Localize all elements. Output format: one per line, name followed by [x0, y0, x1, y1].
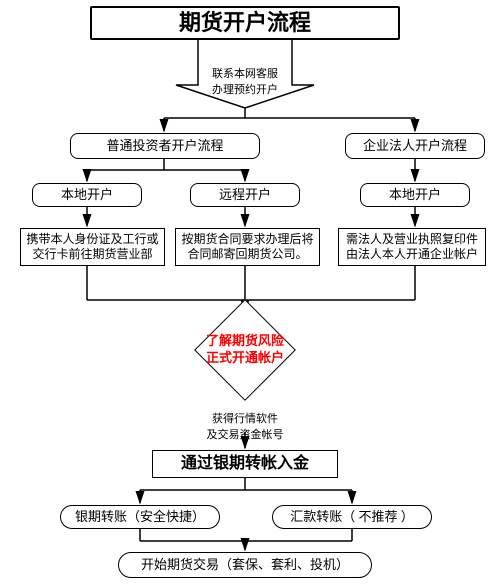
local-text: 本地开户: [61, 187, 113, 203]
node-remote: 远程开户: [190, 183, 300, 207]
node-normal: 普通投资者开户流程: [70, 133, 260, 159]
node-start: 开始期货交易（套保、套利、投机）: [118, 552, 372, 578]
notrec-text: 汇款转账（ 不推荐 ）: [290, 509, 414, 525]
node-step-a: 携带本人身份证及工行或 交行卡前往期货营业部: [20, 228, 165, 266]
bank-text: 通过银期转帐入金: [181, 454, 309, 474]
contact-text: 联系本网客服 办理预约开户: [212, 68, 278, 96]
corp-text: 企业法人开户流程: [363, 138, 467, 154]
step-b-text: 按期货合同要求办理后将 合同邮寄回期货公司。: [181, 232, 313, 262]
step-a-text: 携带本人身份证及工行或 交行卡前往期货营业部: [26, 232, 158, 262]
normal-text: 普通投资者开户流程: [106, 138, 223, 154]
node-local: 本地开户: [32, 183, 142, 207]
start-text: 开始期货交易（套保、套利、投机）: [141, 557, 349, 573]
corp-local-text: 本地开户: [389, 187, 441, 203]
node-risk: 了解期货风险 正式开通帐户: [180, 330, 310, 370]
node-title: 期货开户流程: [90, 6, 400, 40]
title-text: 期货开户流程: [179, 9, 311, 37]
node-safe: 银期转账（安全快捷）: [60, 505, 220, 529]
safe-text: 银期转账（安全快捷）: [75, 509, 205, 525]
node-corp: 企业法人开户流程: [345, 133, 485, 159]
step-c-text: 需法人及营业执照复印件 由法人本人开通企业帐户: [346, 232, 478, 262]
node-bank: 通过银期转帐入金: [152, 450, 338, 478]
remote-text: 远程开户: [219, 187, 271, 203]
soft-text: 获得行情软件 及交易资金帐号: [207, 413, 284, 441]
node-notrec: 汇款转账（ 不推荐 ）: [272, 505, 432, 529]
node-step-b: 按期货合同要求办理后将 合同邮寄回期货公司。: [175, 228, 320, 266]
node-contact: 联系本网客服 办理预约开户: [200, 53, 290, 85]
node-corp-local: 本地开户: [360, 183, 470, 207]
node-step-c: 需法人及营业执照复印件 由法人本人开通企业帐户: [338, 228, 486, 266]
risk-text: 了解期货风险 正式开通帐户: [206, 333, 284, 367]
node-soft: 获得行情软件 及交易资金帐号: [195, 398, 295, 432]
